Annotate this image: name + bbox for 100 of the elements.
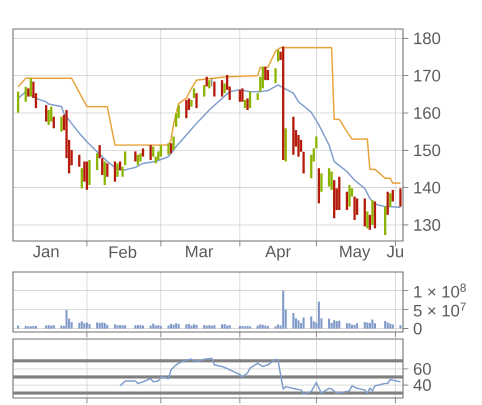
candlestick	[134, 151, 136, 162]
bar	[241, 326, 244, 329]
bar	[266, 326, 269, 329]
bar	[188, 324, 190, 329]
bar	[348, 323, 350, 329]
y-tick-label: 0	[414, 322, 422, 334]
bar	[374, 323, 376, 329]
candlestick	[364, 198, 366, 226]
candlestick	[160, 145, 162, 157]
candlestick	[48, 110, 50, 125]
y-tick-label: 150	[414, 144, 440, 156]
candlestick	[392, 190, 394, 202]
candlestick	[338, 176, 340, 210]
candlestick	[264, 66, 266, 80]
bar	[330, 322, 333, 329]
x-tick-label: Apr	[265, 246, 291, 261]
bar	[175, 323, 178, 329]
y-tick-label: 170	[414, 70, 440, 82]
bar	[80, 321, 83, 329]
bar	[86, 322, 88, 329]
bar	[389, 324, 392, 329]
y-tick-label: 130	[414, 219, 440, 231]
bar	[48, 325, 50, 329]
y-tick-label: 60	[414, 363, 431, 375]
bar	[384, 320, 386, 329]
candlestick	[167, 143, 170, 155]
candlestick	[170, 143, 172, 154]
candlestick	[150, 145, 152, 160]
candlestick	[315, 136, 318, 148]
bar	[196, 324, 198, 329]
bar	[124, 325, 126, 329]
candlestick	[386, 192, 389, 215]
bar	[364, 322, 366, 329]
bar	[366, 322, 368, 329]
bar	[368, 322, 371, 329]
bar	[351, 324, 354, 329]
bar	[96, 322, 98, 329]
x-tick-label: Feb	[110, 246, 136, 258]
x-tick-label: Ju	[386, 246, 404, 258]
bar	[50, 326, 52, 329]
bar	[203, 325, 206, 329]
bar	[246, 326, 249, 329]
candlestick	[206, 76, 208, 86]
candlestick	[330, 172, 333, 190]
bar	[221, 324, 224, 329]
bar	[256, 326, 259, 329]
bar	[336, 320, 338, 329]
bar	[210, 326, 213, 329]
bar	[88, 324, 90, 329]
bar	[160, 326, 162, 329]
candlestick	[292, 116, 295, 155]
bar	[66, 310, 68, 329]
candlestick	[98, 145, 101, 158]
bar	[139, 325, 142, 329]
candlestick	[213, 82, 216, 97]
bar	[101, 322, 104, 329]
line-series	[17, 84, 402, 208]
candlestick	[368, 214, 372, 230]
bar	[104, 322, 106, 329]
bar	[354, 324, 356, 329]
bar	[192, 324, 195, 329]
candlestick	[96, 153, 98, 170]
y-tick-label: 160	[414, 107, 440, 119]
bar	[34, 326, 37, 329]
candlestick	[27, 88, 30, 97]
bar	[224, 324, 226, 329]
bar	[338, 320, 340, 329]
bar	[106, 324, 108, 329]
bar	[386, 322, 389, 329]
bar	[60, 326, 62, 329]
bar	[116, 325, 119, 329]
candlestick	[384, 206, 386, 236]
bar	[356, 323, 358, 329]
candlestick	[152, 146, 154, 157]
y-tick-label: 40	[413, 379, 431, 391]
x-tick-label: Jan	[32, 246, 58, 258]
bar	[142, 326, 144, 329]
bar	[277, 324, 280, 329]
bar	[259, 324, 262, 329]
candlestick	[238, 90, 242, 102]
candlestick	[52, 116, 55, 128]
bar	[264, 326, 266, 329]
x-tick-label: Mar	[186, 246, 214, 258]
bar	[282, 290, 284, 329]
bar	[310, 316, 312, 329]
y-tick-label: 5 × 10$^{7}$	[414, 302, 466, 317]
bar	[392, 324, 394, 329]
candlestick	[80, 168, 83, 188]
candlestick	[262, 66, 264, 88]
candlestick	[121, 166, 124, 177]
candlestick	[366, 212, 368, 228]
bar	[119, 325, 122, 329]
bar	[98, 322, 101, 329]
bar	[185, 324, 188, 329]
bar	[178, 324, 180, 329]
candlestick	[284, 128, 287, 162]
bar	[302, 318, 305, 329]
bar	[213, 325, 216, 329]
candlestick	[333, 180, 336, 218]
bar	[333, 320, 336, 329]
